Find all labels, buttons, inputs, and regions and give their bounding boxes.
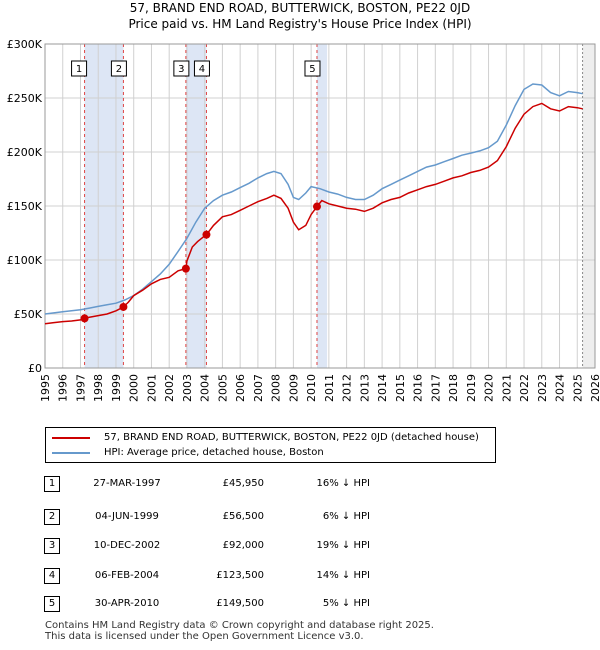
x-tick-label: 2021 bbox=[500, 374, 513, 402]
x-tick-label: 2019 bbox=[465, 374, 478, 402]
price-paid-series-line bbox=[44, 102, 583, 325]
table-row: 2 04-JUN-1999 £56,500 6% ↓ HPI bbox=[0, 507, 600, 525]
footer-line2: This data is licensed under the Open Gov… bbox=[45, 631, 364, 642]
sale-date: 27-MAR-1997 bbox=[93, 478, 161, 489]
x-tick-label: 1996 bbox=[57, 374, 70, 402]
x-tick-label: 2009 bbox=[287, 374, 300, 402]
x-tick-label: 2005 bbox=[216, 374, 229, 402]
x-tick-label: 1995 bbox=[39, 374, 52, 402]
sale-hpi-diff: 6% ↓ HPI bbox=[322, 511, 370, 522]
x-tick-label: 2016 bbox=[412, 374, 425, 402]
sale-label-box bbox=[71, 60, 88, 77]
x-tick-label: 2017 bbox=[429, 374, 442, 402]
hpi-series-line bbox=[44, 83, 583, 315]
table-row: 1 27-MAR-1997 £45,950 16% ↓ HPI bbox=[0, 474, 600, 492]
x-tick-label: 2012 bbox=[341, 374, 354, 402]
chart-title-line2: Price paid vs. HM Land Registry's House … bbox=[128, 17, 472, 31]
legend-red-swatch bbox=[52, 436, 90, 439]
chart-title-line1: 57, BRAND END ROAD, BUTTERWICK, BOSTON, … bbox=[129, 1, 471, 15]
legend-blue-label: HPI: Average price, detached house, Bost… bbox=[104, 447, 324, 458]
sale-price: £123,500 bbox=[216, 570, 264, 581]
sale-price: £45,950 bbox=[222, 478, 264, 489]
sale-number-badge: 5 bbox=[44, 596, 60, 612]
table-row: 4 06-FEB-2004 £123,500 14% ↓ HPI bbox=[0, 566, 600, 584]
x-tick-label: 2008 bbox=[270, 374, 283, 402]
sale-hpi-diff: 14% ↓ HPI bbox=[316, 570, 370, 581]
y-tick-label: £300K bbox=[7, 38, 43, 51]
price-chart: 1 2 3 4 5 £0 £50K £100K £150K £200K £250K £300K 1995… bbox=[7, 38, 600, 402]
x-tick-label: 2015 bbox=[394, 374, 407, 402]
sale-point bbox=[181, 264, 190, 273]
x-tick-label: 2004 bbox=[199, 374, 212, 402]
sale-label-number: 5 bbox=[309, 64, 315, 75]
sale-label-box bbox=[304, 60, 321, 77]
sale-number-badge: 1 bbox=[44, 476, 60, 492]
sale-date: 04-JUN-1999 bbox=[95, 511, 159, 522]
sale-label-number: 4 bbox=[199, 64, 205, 75]
x-tick-label: 2014 bbox=[376, 374, 389, 402]
sale-point bbox=[312, 202, 321, 211]
sale-point bbox=[202, 230, 211, 239]
sale-date: 30-APR-2010 bbox=[94, 598, 160, 609]
x-tick-label: 1998 bbox=[92, 374, 105, 402]
y-tick-label: £100K bbox=[7, 254, 43, 267]
sale-hpi-diff: 5% ↓ HPI bbox=[322, 598, 370, 609]
sale-label-box bbox=[173, 60, 190, 77]
x-tick-label: 2007 bbox=[252, 374, 265, 402]
sale-label-box bbox=[193, 60, 210, 77]
y-tick-label: £150K bbox=[7, 200, 43, 213]
x-tick-label: 2023 bbox=[536, 374, 549, 402]
sale-number-badge: 3 bbox=[44, 538, 60, 554]
sale-number-badge: 4 bbox=[44, 568, 60, 584]
sale-point bbox=[119, 302, 128, 311]
sale-label-box bbox=[110, 60, 127, 77]
legend-red-label: 57, BRAND END ROAD, BUTTERWICK, BOSTON, … bbox=[104, 432, 479, 443]
sale-price: £92,000 bbox=[222, 540, 264, 551]
table-row: 3 10-DEC-2002 £92,000 19% ↓ HPI bbox=[0, 536, 600, 554]
sale-label-number: 2 bbox=[116, 64, 122, 75]
x-tick-label: 2006 bbox=[234, 374, 247, 402]
x-tick-label: 2018 bbox=[447, 374, 460, 402]
x-tick-label: 2000 bbox=[128, 374, 141, 402]
x-tick-label: 2020 bbox=[483, 374, 496, 402]
x-tick-label: 2003 bbox=[181, 374, 194, 402]
legend-item-blue: HPI: Average price, detached house, Bost… bbox=[52, 447, 324, 458]
sale-hpi-diff: 16% ↓ HPI bbox=[316, 478, 370, 489]
sale-point bbox=[80, 314, 89, 323]
y-tick-label: £200K bbox=[7, 146, 43, 159]
x-tick-label: 2024 bbox=[554, 374, 567, 402]
legend-item-red: 57, BRAND END ROAD, BUTTERWICK, BOSTON, … bbox=[52, 432, 479, 443]
x-tick-label: 2013 bbox=[358, 374, 371, 402]
x-tick-label: 2002 bbox=[163, 374, 176, 402]
footer-line1: Contains HM Land Registry data © Crown c… bbox=[45, 620, 434, 631]
y-tick-label: £250K bbox=[7, 92, 43, 105]
x-tick-label: 2022 bbox=[518, 374, 531, 402]
x-tick-label: 2001 bbox=[145, 374, 158, 402]
sale-date: 10-DEC-2002 bbox=[93, 540, 161, 551]
footer: Contains HM Land Registry data © Crown c… bbox=[45, 620, 434, 642]
x-tick-label: 2011 bbox=[323, 374, 336, 402]
chart-legend: 57, BRAND END ROAD, BUTTERWICK, BOSTON, … bbox=[45, 427, 496, 463]
sale-price: £56,500 bbox=[222, 511, 264, 522]
y-tick-label: £50K bbox=[14, 308, 43, 321]
sale-hpi-diff: 19% ↓ HPI bbox=[316, 540, 370, 551]
legend-blue-swatch bbox=[52, 451, 90, 454]
x-tick-label: 1997 bbox=[74, 374, 87, 402]
plot-frame bbox=[44, 43, 596, 369]
sale-label-number: 3 bbox=[178, 64, 184, 75]
sale-number-badge: 2 bbox=[44, 509, 60, 525]
sale-label-number: 1 bbox=[76, 64, 82, 75]
x-tick-label: 2026 bbox=[589, 374, 600, 402]
table-row: 5 30-APR-2010 £149,500 5% ↓ HPI bbox=[0, 594, 600, 612]
sale-date: 06-FEB-2004 bbox=[94, 570, 160, 581]
x-tick-label: 2025 bbox=[571, 374, 584, 402]
x-tick-label: 2010 bbox=[305, 374, 318, 402]
sale-price: £149,500 bbox=[216, 598, 264, 609]
y-tick-label: £0 bbox=[28, 362, 42, 375]
x-tick-label: 1999 bbox=[110, 374, 123, 402]
